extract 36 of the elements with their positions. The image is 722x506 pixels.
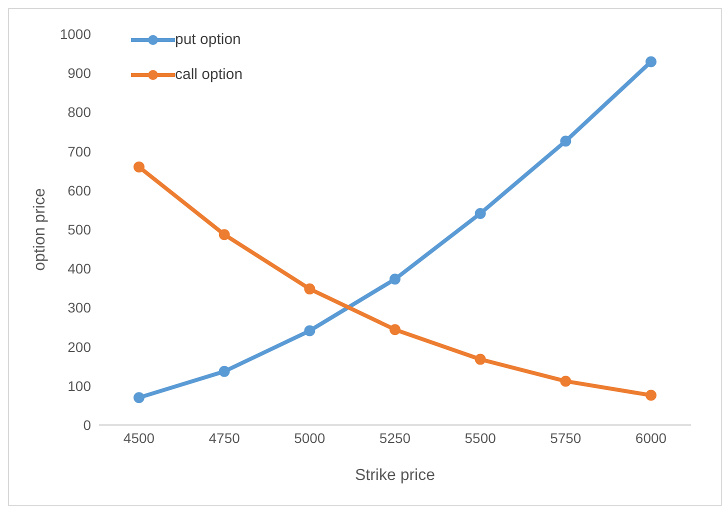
y-tick-label: 400 xyxy=(68,260,92,277)
point xyxy=(390,274,400,285)
y-tick-label: 300 xyxy=(68,300,92,316)
legend-label: put option xyxy=(175,31,241,48)
point xyxy=(134,161,144,172)
x-tick-label: 5500 xyxy=(464,430,496,446)
x-tick-label: 4750 xyxy=(208,430,240,446)
x-tick-label: 4500 xyxy=(123,430,155,446)
x-tick-label: 6000 xyxy=(635,430,667,446)
point xyxy=(474,208,486,219)
y-tick-label: 1000 xyxy=(60,26,92,42)
y-tick-label: 800 xyxy=(68,104,92,120)
y-tick-label: 700 xyxy=(68,143,92,160)
x-tick-label: 5750 xyxy=(550,430,582,446)
point xyxy=(134,392,144,404)
point xyxy=(560,136,572,147)
x-tick-label: 5000 xyxy=(294,430,326,446)
point xyxy=(304,325,316,336)
legend-label: call option xyxy=(175,66,243,83)
point xyxy=(560,376,572,387)
point xyxy=(646,390,656,401)
point xyxy=(474,354,486,365)
y-tick-label: 900 xyxy=(68,65,92,82)
y-tick-label: 0 xyxy=(83,416,92,433)
point xyxy=(218,229,230,240)
y-axis-title: option price xyxy=(32,188,49,271)
point xyxy=(304,283,316,294)
y-tick-label: 100 xyxy=(68,378,92,394)
point xyxy=(646,56,656,68)
point xyxy=(218,366,230,377)
y-tick-label: 500 xyxy=(68,221,92,238)
y-tick-label: 600 xyxy=(68,182,92,198)
x-axis-title: Strike price xyxy=(354,467,436,484)
x-tick-label: 5250 xyxy=(379,430,411,446)
point xyxy=(390,324,400,336)
y-tick-label: 200 xyxy=(68,338,92,355)
